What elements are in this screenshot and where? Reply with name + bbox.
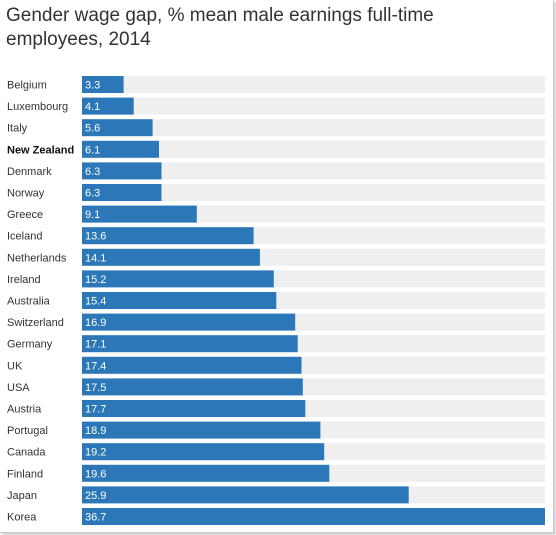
bar [82,356,302,374]
value-label: 15.2 [85,274,106,286]
bar [82,443,325,461]
bar [82,508,545,525]
category-label: Denmark [7,166,52,178]
value-label: 17.7 [85,404,106,416]
bar-track [82,76,545,93]
category-label: UK [7,360,23,372]
bar-track [82,162,545,180]
value-label: 5.6 [85,123,100,135]
bar [82,119,153,137]
category-label: Switzerland [7,317,64,329]
value-label: 15.4 [85,296,106,308]
value-label: 16.9 [85,317,106,329]
bar [82,205,197,223]
category-label: Norway [7,188,45,200]
value-label: 19.6 [85,468,106,480]
category-label: Netherlands [7,252,67,264]
bar-track [82,184,545,201]
category-label: Germany [7,339,53,351]
bar [82,378,303,396]
bar [82,162,162,180]
bar [82,292,277,309]
category-label: Canada [7,447,46,459]
bar [82,184,162,201]
category-label: Japan [7,490,37,502]
chart-title: Gender wage gap, % mean male earnings fu… [6,5,434,50]
category-label: USA [7,382,30,394]
value-label: 17.1 [85,339,106,351]
bar-track [82,119,545,137]
value-label: 25.9 [85,490,106,502]
bar [82,335,298,353]
bar [82,76,124,93]
category-label: New Zealand [7,144,74,156]
bar [82,270,274,288]
value-label: 4.1 [85,101,100,113]
value-label: 6.3 [85,166,100,178]
value-label: 17.4 [85,360,106,372]
bar [82,464,330,482]
bar [82,140,159,158]
category-label: Australia [7,296,51,308]
value-label: 3.3 [85,80,100,92]
value-label: 36.7 [85,512,106,524]
bar-track [82,97,545,115]
bar-track [82,205,545,223]
value-label: 9.1 [85,209,100,221]
category-label: Austria [7,404,42,416]
value-label: 17.5 [85,382,106,394]
category-label: Ireland [7,274,41,286]
bar [82,227,254,245]
category-label: Korea [7,512,37,524]
bar [82,486,409,504]
bar [82,400,306,417]
category-label: Finland [7,468,43,480]
category-label: Greece [7,209,43,221]
category-label: Portugal [7,425,48,437]
bar [82,248,260,266]
category-label: Luxembourg [7,101,68,113]
value-label: 6.3 [85,188,100,200]
value-label: 13.6 [85,231,106,243]
bar [82,97,134,115]
value-label: 6.1 [85,144,100,156]
bar [82,313,296,331]
category-label: Iceland [7,231,42,243]
value-label: 14.1 [85,252,106,264]
category-label: Belgium [7,80,47,92]
category-label: Italy [7,123,28,135]
value-label: 19.2 [85,447,106,459]
value-label: 18.9 [85,425,106,437]
bar [82,421,321,439]
bar-track [82,140,545,158]
